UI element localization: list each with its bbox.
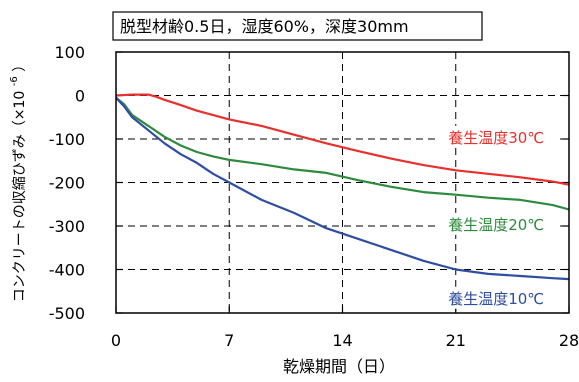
x-axis-label: 乾燥期間（日） — [283, 357, 395, 376]
chart-title: 脱型材齢0.5日，湿度60%，深度30mm — [120, 17, 409, 36]
series-labels: 養生温度30℃ 養生温度20℃ 養生温度10℃ — [435, 125, 558, 309]
x-tick-label: 14 — [332, 331, 352, 350]
y-axis-label-superscript: -6 — [9, 76, 20, 86]
title-box — [112, 11, 483, 41]
series-layer — [115, 93, 570, 281]
series-line-3 — [115, 96, 570, 281]
y-axis-label-close: ） — [12, 58, 28, 72]
series-label-bg-2 — [435, 212, 558, 235]
x-tick-label: 21 — [446, 331, 466, 350]
y-tick-label: -200 — [49, 174, 85, 193]
plot-frame — [115, 51, 570, 314]
series-label-bg-1 — [435, 125, 558, 148]
series-label-2: 養生温度20℃ — [448, 216, 544, 234]
series-label-bg-3 — [435, 286, 558, 309]
y-tick-label: -100 — [49, 130, 85, 149]
y-tick-label: -400 — [49, 261, 85, 280]
series-line-1 — [115, 93, 570, 186]
y-axis-label: コンクリートの収縮ひずみ（×10 -6 ） — [5, 58, 28, 302]
y-axis-label-group: コンクリートの収縮ひずみ（×10 -6 ） — [5, 58, 28, 302]
series-line-2 — [115, 96, 570, 211]
y-tick-label: -300 — [49, 217, 85, 236]
series-label-1: 養生温度30℃ — [448, 129, 544, 147]
y-axis-label-main: コンクリートの収縮ひずみ（×10 — [12, 91, 28, 303]
y-tick-label: 100 — [54, 43, 85, 62]
y-tick-label: -500 — [49, 304, 85, 323]
tick-labels: 100 0 -100 -200 -300 -400 -500 0 7 14 21 28 — [49, 43, 579, 350]
x-tick-label: 7 — [224, 331, 234, 350]
y-tick-label: 0 — [75, 87, 85, 106]
x-tick-label: 0 — [111, 331, 121, 350]
series-label-3: 養生温度10℃ — [448, 290, 544, 308]
x-tick-label: 28 — [559, 331, 579, 350]
